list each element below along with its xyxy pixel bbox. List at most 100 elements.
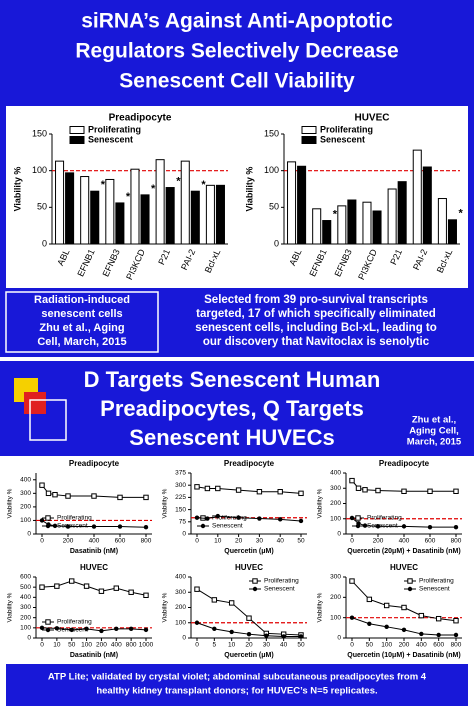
legend-swatch: [301, 136, 317, 144]
data-point: [117, 524, 123, 529]
x-tick-label: 600: [433, 642, 444, 649]
data-point: [194, 484, 200, 490]
decor-square: [29, 399, 67, 441]
x-axis-label: Quercetin (20μM) + Dasatinib (nM): [347, 548, 460, 555]
data-point: [143, 627, 149, 633]
data-point: [401, 604, 407, 611]
legend-marker: [355, 515, 361, 521]
data-point: [298, 634, 304, 639]
x-tick-label: 40: [280, 642, 288, 649]
x-tick-label: 0: [40, 642, 44, 649]
data-point: [298, 518, 304, 524]
data-point: [349, 578, 355, 584]
legend-marker: [45, 619, 51, 625]
data-point: [211, 597, 218, 603]
y-tick-label: 300: [175, 482, 186, 489]
legend-label: Senescent: [212, 523, 243, 530]
significance-mark: *: [151, 183, 156, 195]
data-point: [277, 489, 283, 495]
series-line: [41, 627, 147, 632]
decor-square: [24, 392, 46, 414]
y-tick-label: 375: [175, 470, 186, 477]
data-point: [453, 524, 459, 530]
data-point: [362, 523, 368, 528]
slide-note: Cell, March, 2015: [37, 336, 126, 348]
legend-label: Proliferating: [212, 515, 247, 522]
chart-title: HUVEC: [354, 113, 389, 124]
slide-note: Selected from 39 pro-survival transcript…: [204, 294, 428, 306]
x-tick-label: 400: [89, 538, 100, 545]
x-tick-label: 0: [350, 538, 354, 545]
x-tick-label: 200: [96, 642, 107, 649]
x-tick-label: 5: [213, 642, 217, 649]
x-tick-label: 800: [451, 538, 462, 545]
x-axis-label: Quercetin (μM): [224, 652, 273, 659]
x-tick-label: 50: [366, 642, 374, 649]
y-tick-label: 200: [20, 504, 31, 511]
bar: [372, 210, 382, 245]
data-point: [117, 494, 123, 501]
y-tick-label: 0: [337, 531, 341, 538]
chart-title: Preadipocyte: [224, 459, 275, 468]
data-point: [384, 624, 389, 630]
data-point: [278, 517, 283, 522]
x-tick-label: 400: [399, 538, 410, 545]
legend-label: Proliferating: [88, 124, 141, 134]
x-tick-label: 100: [81, 642, 92, 649]
y-tick-label: 400: [330, 470, 341, 477]
significance-mark: *: [126, 191, 131, 203]
data-point: [114, 626, 119, 632]
bar: [115, 202, 125, 245]
legend-swatch: [69, 126, 85, 134]
footer-note: ATP Lite; validated by crystal violet; a…: [48, 672, 427, 683]
y-tick-label: 300: [175, 589, 186, 596]
legend-label: Proliferating: [320, 124, 373, 134]
data-point: [383, 602, 390, 609]
data-point: [362, 487, 368, 493]
x-axis-label: Dasatinib (nM): [70, 652, 118, 659]
legend-marker: [407, 578, 413, 584]
data-point: [54, 583, 60, 589]
slide1-left-box: [5, 291, 159, 353]
legend-marker: [252, 586, 258, 592]
y-tick-label: 300: [20, 604, 31, 611]
y-axis-label: Viability %: [317, 488, 324, 518]
chart-title: HUVEC: [80, 563, 108, 572]
x-tick-label: 10: [214, 538, 222, 545]
data-point: [256, 489, 263, 495]
data-point: [98, 588, 105, 594]
bar: [205, 184, 215, 245]
legend-label: Senescent: [88, 134, 133, 144]
citation: March, 2015: [407, 437, 462, 448]
bar: [387, 188, 397, 245]
data-point: [229, 629, 234, 635]
x-tick-label: 100: [381, 642, 392, 649]
bar: [140, 194, 150, 245]
data-point: [453, 632, 459, 638]
y-tick-label: 500: [20, 584, 31, 591]
x-tick-label: 800: [141, 538, 152, 545]
x-tick-label: 600: [115, 538, 126, 545]
x-tick-label: 200: [373, 538, 384, 545]
y-tick-label: 100: [32, 165, 47, 175]
data-point: [215, 513, 220, 519]
data-point: [39, 625, 45, 631]
slide-note: Zhu et al., Aging: [39, 322, 124, 334]
y-tick-label: 400: [20, 594, 31, 601]
x-tick-label: 20: [245, 642, 253, 649]
data-point: [65, 493, 71, 499]
bar: [322, 220, 332, 245]
x-tick-label: 1000: [139, 642, 154, 649]
data-point: [427, 488, 433, 495]
legend-swatch: [69, 136, 85, 144]
y-tick-label: 0: [182, 635, 186, 642]
x-axis-label: Quercetin (10μM) + Dasatinib (nM): [347, 652, 460, 659]
data-point: [39, 518, 45, 523]
x-tick-label: 200: [399, 642, 410, 649]
data-point: [212, 626, 217, 632]
bar: [105, 178, 115, 245]
data-point: [39, 584, 45, 590]
y-tick-label: 100: [330, 515, 341, 522]
citation: Aging Cell,: [409, 426, 459, 437]
